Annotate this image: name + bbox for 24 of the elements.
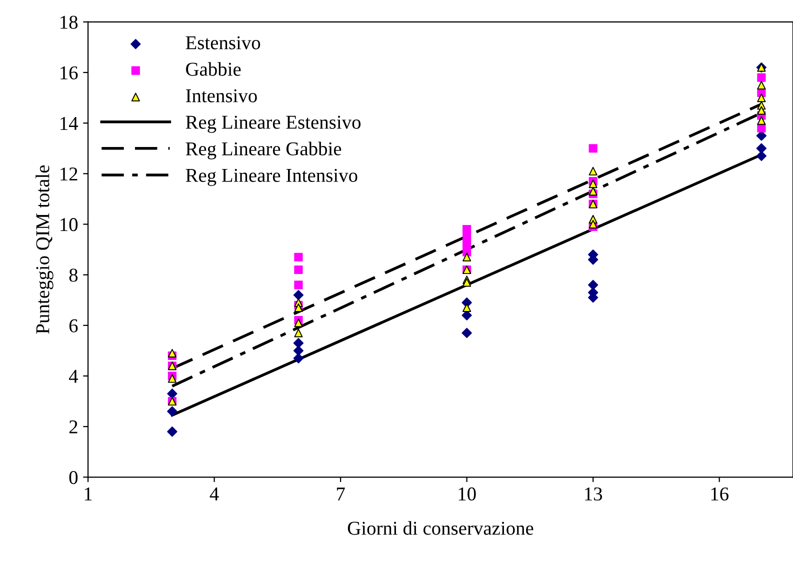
y-tick-label: 10 <box>60 218 78 232</box>
y-tick-label: 8 <box>69 268 78 282</box>
y-tick-label: 2 <box>69 420 78 434</box>
x-tick-label: 4 <box>210 488 219 500</box>
x-axis-title: Giorni di conservazione <box>348 521 534 535</box>
legend-label: Reg Lineare Estensivo <box>186 116 361 133</box>
x-tick-label: 7 <box>336 488 345 500</box>
x-tick-label: 10 <box>458 487 476 501</box>
y-tick-label: 0 <box>69 470 78 484</box>
y-tick-label: 12 <box>60 168 78 180</box>
legend-label: Estensivo <box>186 36 260 50</box>
x-tick-label: 13 <box>585 487 602 501</box>
legend-label: Reg Lineare Intensivo <box>186 168 358 186</box>
x-tick-label: 16 <box>711 487 728 501</box>
legend-label: Intensivo <box>186 89 257 102</box>
legend-label: Reg Lineare Gabbie <box>186 142 342 160</box>
x-tick-label: 1 <box>84 488 92 500</box>
y-tick-label: 18 <box>60 16 78 29</box>
y-axis-title: Punteggio QIM totale <box>36 165 54 334</box>
y-tick-label: 14 <box>60 116 78 130</box>
y-tick-label: 6 <box>69 319 78 332</box>
y-tick-label: 4 <box>68 370 78 383</box>
y-tick-label: 16 <box>60 66 78 80</box>
legend-label: Gabbie <box>186 62 241 76</box>
